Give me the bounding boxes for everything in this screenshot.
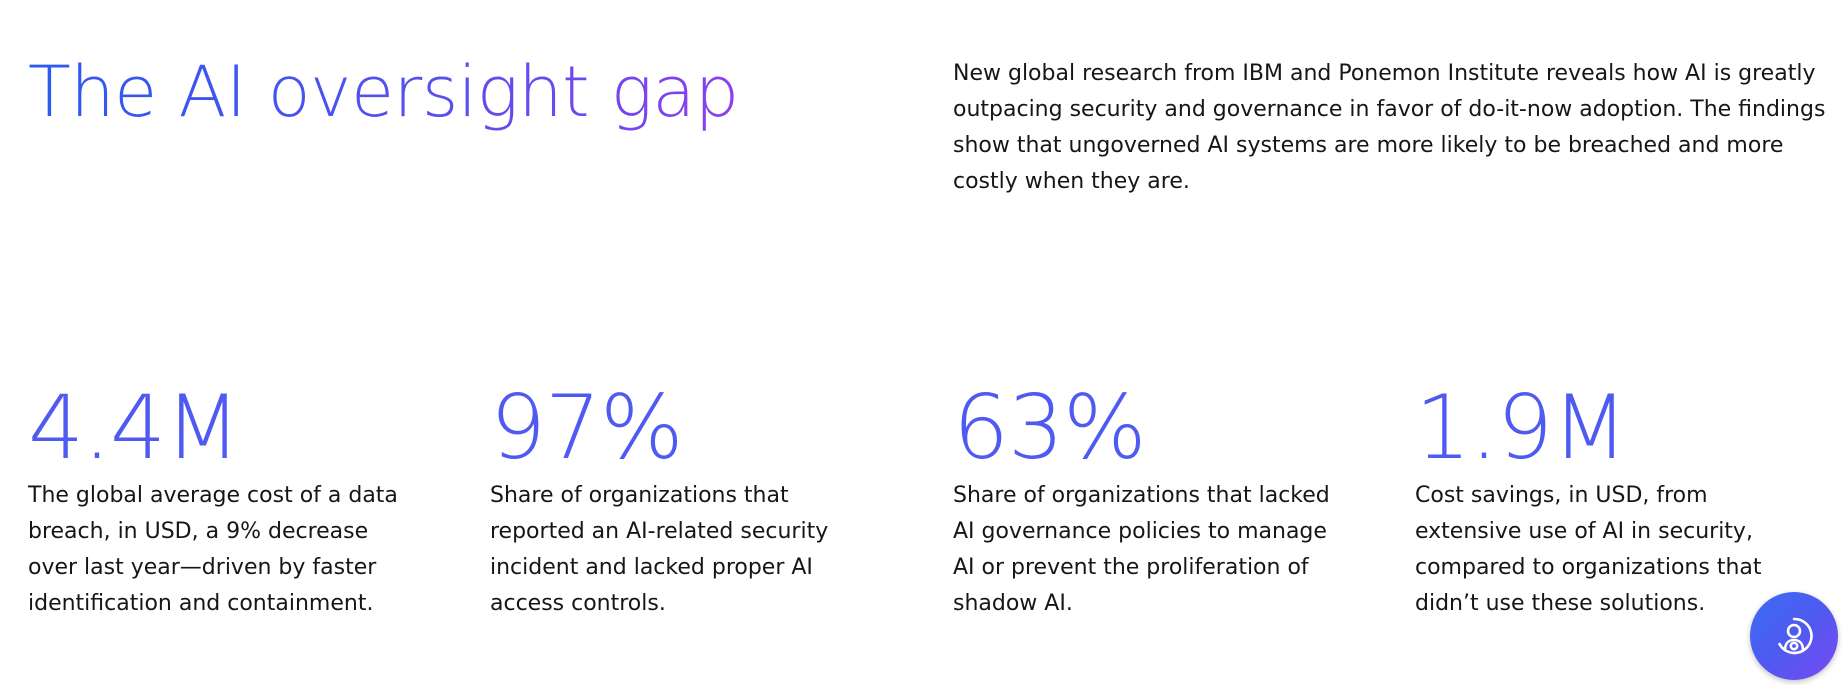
stat-value: 97% <box>490 376 684 479</box>
intro-paragraph: New global research from IBM and Ponemon… <box>953 61 1826 194</box>
stat-value: 4.4M <box>28 376 241 479</box>
stat-description: Share of organizations that reported an … <box>490 483 829 616</box>
stat-card-breach-cost: 4.4M The global average cost of a data b… <box>28 378 408 622</box>
stat-card-ai-incident: 97% Share of organizations that reported… <box>490 378 870 622</box>
ai-assistant-button[interactable] <box>1750 592 1838 680</box>
stat-card-cost-savings: 1.9M Cost savings, in USD, from extensiv… <box>1415 378 1795 622</box>
stat-description: Cost savings, in USD, from extensive use… <box>1415 483 1762 616</box>
stat-value: 1.9M <box>1415 376 1628 479</box>
page-title: The AI oversight gap <box>28 51 739 133</box>
stat-card-governance: 63% Share of organizations that lacked A… <box>953 378 1333 622</box>
stat-description: Share of organizations that lacked AI go… <box>953 483 1330 616</box>
stat-description: The global average cost of a data breach… <box>28 483 398 616</box>
ai-assistant-icon <box>1778 617 1813 655</box>
stat-value: 63% <box>953 376 1147 479</box>
